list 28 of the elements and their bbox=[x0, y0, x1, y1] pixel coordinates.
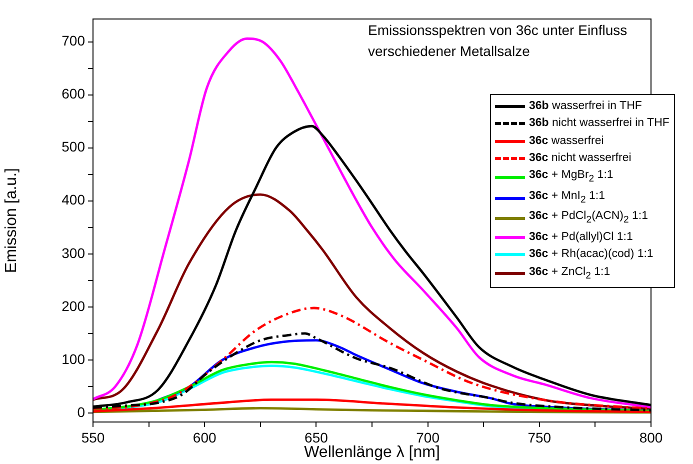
x-tick-label: 800 bbox=[639, 429, 663, 446]
legend-label: 36c nicht wasserfrei bbox=[529, 150, 632, 166]
y-tick-label: 400 bbox=[62, 192, 86, 208]
legend-label: 36c + Pd(allyl)Cl 1:1 bbox=[529, 230, 633, 245]
y-axis-title: Emission [a.u.] bbox=[3, 168, 20, 273]
legend-label: 36b wasserfrei in THF bbox=[529, 99, 642, 114]
legend-label: 36c + MgBr$_{2}$ 1:1 bbox=[529, 168, 614, 186]
y-tick-label: 700 bbox=[62, 32, 86, 49]
y-tick-label: 200 bbox=[62, 298, 86, 314]
legend-label: 36b nicht wasserfrei in THF bbox=[529, 116, 670, 132]
y-tick-label: 300 bbox=[62, 244, 86, 261]
legend-label: 36c wasserfrei bbox=[529, 134, 604, 149]
y-tick-label: 0 bbox=[77, 404, 86, 420]
x-tick-label: 700 bbox=[416, 429, 440, 446]
x-tick-label: 550 bbox=[81, 429, 105, 446]
y-tick-label: 500 bbox=[62, 138, 86, 155]
legend-label: 36c + ZnCl$_{2}$ 1:1 bbox=[529, 264, 610, 283]
x-tick-label: 650 bbox=[304, 429, 328, 446]
y-tick-label: 600 bbox=[62, 86, 86, 102]
y-tick-label: 100 bbox=[62, 350, 86, 367]
text: Emissionsspektren von 36c unter Einfluss verschiedener Metallsalze bbox=[368, 21, 628, 61]
x-tick-label: 600 bbox=[192, 429, 216, 446]
x-tick-label: 750 bbox=[528, 429, 552, 446]
x-axis-title: Wellenlänge λ [nm] bbox=[304, 444, 440, 461]
line-series bbox=[93, 193, 651, 410]
legend-label: 36c + Rh(acac)(cod) 1:1 bbox=[529, 247, 654, 262]
legend-label: 36c + MnI$_{2}$ 1:1 bbox=[529, 188, 605, 208]
legend-label: 36c + PdCl$_{2}$(ACN)$_{2}$ 1:1 bbox=[529, 209, 648, 228]
